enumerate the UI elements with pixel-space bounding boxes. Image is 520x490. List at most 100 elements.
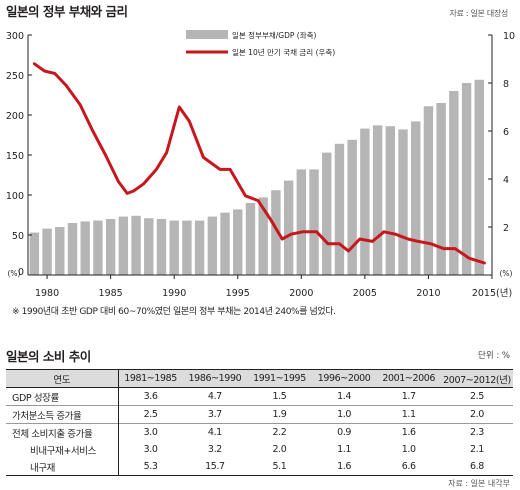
header-period: 2007~2012(년) [441,369,513,388]
table-cell: 3.7 [182,405,248,424]
consumption-table: 연도 1981~1985 1986~1990 1991~1995 1996~20… [6,369,513,476]
debt-bar [220,212,230,275]
chart-title: 일본의 정부 부채와 금리 [6,4,128,19]
x-tick-label: 1990 [162,288,186,299]
debt-bar [436,103,446,275]
table-cell: 2.5 [118,405,183,424]
y-tick-label-left: 50 [12,231,24,242]
debt-bar [322,152,332,275]
x-tick-label: 2015(년) [472,288,512,299]
debt-bar [42,228,52,275]
table-unit: 단위 : % [478,351,510,361]
debt-rate-chart: 0 50 100 150 200 250 300 (%) 2 4 6 8 10 (%) 1980 1985 19… [6,30,515,299]
y-tick-label-left: 200 [6,111,24,122]
debt-bar [258,197,268,275]
right-axis-unit: (%) [500,269,513,278]
debt-bar [29,232,40,275]
table-header-row: 연도 1981~1985 1986~1990 1991~1995 1996~20… [6,369,513,388]
table-cell: 6.6 [376,458,441,476]
table-cell: 1.6 [311,458,377,476]
debt-bar [474,79,484,275]
rate-line [32,62,486,265]
debt-bar [194,220,205,275]
y-tick-label-right: 10 [503,31,515,42]
table-row: 내구재 5.3 15.7 5.1 1.6 6.6 6.8 [6,458,513,476]
debt-bar [385,126,396,275]
debt-bar [93,220,103,275]
debt-bar [271,190,281,275]
table-cell: 3.0 [118,423,183,441]
header-year: 연도 [6,369,119,388]
header-period: 1996~2000 [311,369,377,388]
row-label: 가처분소득 증가율 [6,405,119,424]
header-period: 1981~1985 [118,369,183,388]
table-cell: 6.8 [441,458,513,476]
debt-bar [118,216,129,275]
debt-bar [309,169,319,275]
table-row: 전체 소비지출 증가율 3.0 4.1 2.2 0.9 1.6 2.3 [6,423,513,441]
table-title: 일본의 소비 추이 [6,349,91,364]
x-tick-label: 2005 [353,288,377,299]
debt-bar [372,125,383,276]
table-cell: 3.0 [143,444,158,455]
debt-bar [449,91,459,275]
debt-bar [334,143,345,275]
debt-bar [80,221,90,275]
legend-label-debt: 일본 정부부채/GDP (좌축) [232,30,317,40]
x-tick-label: 2010 [416,288,440,299]
debt-bar [245,203,256,275]
debt-bar [182,220,192,275]
table-cell: 1.6 [376,423,441,441]
table-cell: 2.0 [272,444,287,455]
table-cell: 5.1 [247,458,312,476]
y-tick-label-left: 150 [6,151,24,162]
y-tick-label-right: 6 [503,127,509,138]
debt-bar [398,129,408,275]
x-tick-label: 1995 [226,288,250,299]
row-label: GDP 성장률 [6,387,119,406]
x-tick-label: 1985 [99,288,123,299]
row-label: 내구재 [6,458,119,476]
debt-bar [55,227,65,275]
debt-bar [144,218,154,275]
table-cell: 0.9 [311,423,377,441]
debt-bar [105,219,116,275]
y-tick-label-left: 250 [6,71,24,82]
table-cell: 3.2 [207,444,222,455]
y-tick-label-left: 0 [18,267,24,278]
table-cell: 2.2 [247,423,312,441]
table-cell: 2.1 [470,444,484,455]
table-cell: 4.7 [207,391,222,402]
y-tick-label-left: 100 [6,191,24,202]
table-source: 자료 : 일본 내각부 [448,479,510,488]
debt-bar [169,220,179,275]
table-cell: 1.5 [272,391,287,402]
debt-bar [347,139,357,275]
row-label: 전체 소비지출 증가율 [6,423,119,441]
table-cell: 5.3 [118,458,183,476]
chart-note: ※ 1990년대 초반 GDP 대비 60~70%였던 일본의 정부 부채는 2… [12,307,336,317]
debt-bar [207,216,218,275]
header-period: 2001~2006 [376,369,441,388]
table-cell: 1.1 [376,405,441,424]
y-tick-label-left: 300 [6,31,24,42]
table-cell: 1.4 [337,391,352,402]
chart-source: 자료 : 일본 대장성 [449,9,508,18]
debt-bar [411,121,421,276]
debt-bar [360,128,370,275]
table-cell: 15.7 [182,458,248,476]
table-cell: 1.0 [311,405,377,424]
table-cell: 2.0 [441,405,513,424]
legend-label-rate: 일본 10년 만기 국채 금리 (우축) [232,47,335,57]
y-tick-label-right: 4 [503,175,509,186]
debt-bar [461,83,472,275]
header-period: 1986~1990 [182,369,248,388]
table-cell: 2.3 [441,423,513,441]
header-period: 1991~1995 [247,369,312,388]
table-row: GDP 성장률 3.6 4.7 1.5 1.4 1.7 2.5 [6,387,513,406]
table-cell: 1.0 [401,444,416,455]
debt-bar [283,180,294,275]
debt-bar [67,223,78,275]
legend-swatch-debt [186,30,228,39]
left-axis-unit: (%) [8,269,21,278]
